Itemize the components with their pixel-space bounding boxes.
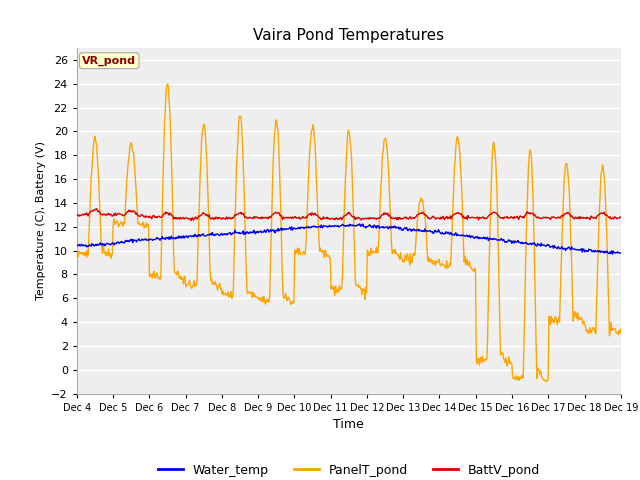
Text: VR_pond: VR_pond: [82, 56, 136, 66]
X-axis label: Time: Time: [333, 418, 364, 431]
Y-axis label: Temperature (C), Battery (V): Temperature (C), Battery (V): [36, 141, 45, 300]
Title: Vaira Pond Temperatures: Vaira Pond Temperatures: [253, 28, 444, 43]
Legend: Water_temp, PanelT_pond, BattV_pond: Water_temp, PanelT_pond, BattV_pond: [152, 458, 545, 480]
